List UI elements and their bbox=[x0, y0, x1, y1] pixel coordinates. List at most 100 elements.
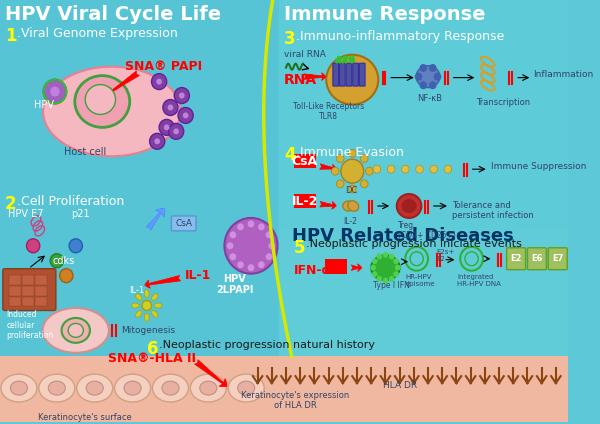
Text: E2: E2 bbox=[511, 254, 522, 263]
FancyBboxPatch shape bbox=[333, 63, 338, 86]
Text: CsA: CsA bbox=[175, 219, 192, 229]
Text: viral RNA: viral RNA bbox=[284, 50, 326, 59]
Circle shape bbox=[376, 254, 382, 259]
Ellipse shape bbox=[348, 201, 359, 211]
Bar bbox=[22, 296, 34, 307]
Text: HLA DR: HLA DR bbox=[383, 381, 416, 390]
Circle shape bbox=[266, 253, 272, 260]
Text: Integrated
HR-HPV DNA: Integrated HR-HPV DNA bbox=[457, 273, 501, 287]
Text: IFN-α: IFN-α bbox=[293, 264, 331, 277]
Ellipse shape bbox=[152, 311, 158, 317]
Text: 6: 6 bbox=[147, 340, 158, 358]
Circle shape bbox=[429, 81, 437, 89]
Circle shape bbox=[183, 112, 188, 118]
FancyBboxPatch shape bbox=[548, 248, 567, 270]
Circle shape bbox=[230, 253, 236, 260]
Circle shape bbox=[389, 254, 394, 259]
Text: Keratinocyte's expression
of HLA DR: Keratinocyte's expression of HLA DR bbox=[241, 391, 350, 410]
Circle shape bbox=[248, 264, 254, 271]
Circle shape bbox=[388, 165, 395, 173]
Text: .Neoplastic progression natural history: .Neoplastic progression natural history bbox=[159, 340, 375, 350]
Circle shape bbox=[361, 180, 368, 188]
FancyBboxPatch shape bbox=[279, 229, 568, 359]
Text: Host cell: Host cell bbox=[64, 147, 107, 157]
Ellipse shape bbox=[43, 67, 181, 156]
Text: IL-1: IL-1 bbox=[185, 269, 211, 282]
Ellipse shape bbox=[10, 381, 28, 395]
Ellipse shape bbox=[162, 381, 179, 395]
FancyBboxPatch shape bbox=[294, 154, 316, 168]
FancyBboxPatch shape bbox=[325, 259, 347, 274]
Text: E6: E6 bbox=[531, 254, 542, 263]
Text: IL-1: IL-1 bbox=[129, 286, 144, 295]
Ellipse shape bbox=[145, 290, 149, 298]
Circle shape bbox=[258, 261, 265, 268]
Circle shape bbox=[44, 80, 66, 103]
Text: E2s+
E2: E2s+ E2 bbox=[437, 249, 455, 262]
Text: E7: E7 bbox=[552, 254, 563, 263]
Text: Inflammation: Inflammation bbox=[533, 70, 593, 79]
Circle shape bbox=[434, 73, 441, 81]
Circle shape bbox=[50, 86, 59, 97]
Circle shape bbox=[376, 276, 382, 282]
Bar bbox=[35, 296, 47, 307]
Circle shape bbox=[142, 301, 152, 310]
Bar bbox=[35, 286, 47, 296]
Circle shape bbox=[419, 64, 427, 72]
Circle shape bbox=[337, 154, 344, 162]
Ellipse shape bbox=[131, 303, 139, 308]
Text: HR-HPV
episome: HR-HPV episome bbox=[405, 273, 435, 287]
Circle shape bbox=[429, 64, 437, 72]
Text: Immune Response: Immune Response bbox=[284, 5, 485, 24]
Circle shape bbox=[224, 218, 277, 273]
Ellipse shape bbox=[136, 311, 142, 317]
Bar bbox=[8, 275, 21, 285]
Text: 3: 3 bbox=[284, 30, 296, 48]
Text: DC: DC bbox=[344, 186, 357, 195]
Circle shape bbox=[163, 100, 178, 115]
Ellipse shape bbox=[326, 55, 379, 104]
Ellipse shape bbox=[154, 303, 162, 308]
Circle shape bbox=[373, 165, 380, 173]
Circle shape bbox=[178, 107, 193, 123]
Circle shape bbox=[266, 232, 272, 238]
Ellipse shape bbox=[124, 381, 141, 395]
FancyBboxPatch shape bbox=[3, 269, 56, 310]
Circle shape bbox=[372, 258, 377, 264]
Ellipse shape bbox=[401, 199, 416, 213]
Text: Toll-Like Receptors
TLR8: Toll-Like Receptors TLR8 bbox=[293, 101, 364, 121]
Text: Tolerance and
persistent infection: Tolerance and persistent infection bbox=[452, 201, 533, 220]
Ellipse shape bbox=[43, 308, 109, 353]
Ellipse shape bbox=[152, 374, 188, 402]
Text: 5: 5 bbox=[293, 239, 305, 257]
Ellipse shape bbox=[75, 75, 130, 127]
Circle shape bbox=[237, 223, 244, 230]
Ellipse shape bbox=[86, 381, 103, 395]
Ellipse shape bbox=[77, 374, 113, 402]
Text: SNA® PAPI: SNA® PAPI bbox=[125, 60, 202, 73]
Circle shape bbox=[26, 239, 40, 253]
Ellipse shape bbox=[152, 294, 158, 300]
Text: IL-2: IL-2 bbox=[344, 217, 358, 226]
Text: CsA: CsA bbox=[292, 155, 318, 168]
Ellipse shape bbox=[136, 294, 142, 300]
Text: Keratinocyte's surface: Keratinocyte's surface bbox=[38, 413, 132, 422]
Text: .Immune Evasion: .Immune Evasion bbox=[296, 146, 404, 159]
Ellipse shape bbox=[228, 374, 264, 402]
Text: 4: 4 bbox=[284, 146, 296, 164]
Circle shape bbox=[258, 223, 265, 230]
Text: HPV Viral Cycle Life: HPV Viral Cycle Life bbox=[5, 5, 221, 24]
Text: .Cell Proliferation: .Cell Proliferation bbox=[17, 195, 124, 208]
Text: RNA: RNA bbox=[284, 73, 317, 86]
Ellipse shape bbox=[85, 84, 116, 114]
Circle shape bbox=[383, 278, 388, 284]
Circle shape bbox=[372, 271, 377, 277]
Circle shape bbox=[341, 159, 364, 183]
Circle shape bbox=[416, 165, 423, 173]
Circle shape bbox=[383, 252, 388, 258]
Circle shape bbox=[268, 242, 275, 249]
Circle shape bbox=[230, 232, 236, 238]
FancyBboxPatch shape bbox=[294, 194, 316, 208]
Text: IL-2: IL-2 bbox=[292, 195, 318, 207]
Text: 2: 2 bbox=[5, 195, 16, 213]
